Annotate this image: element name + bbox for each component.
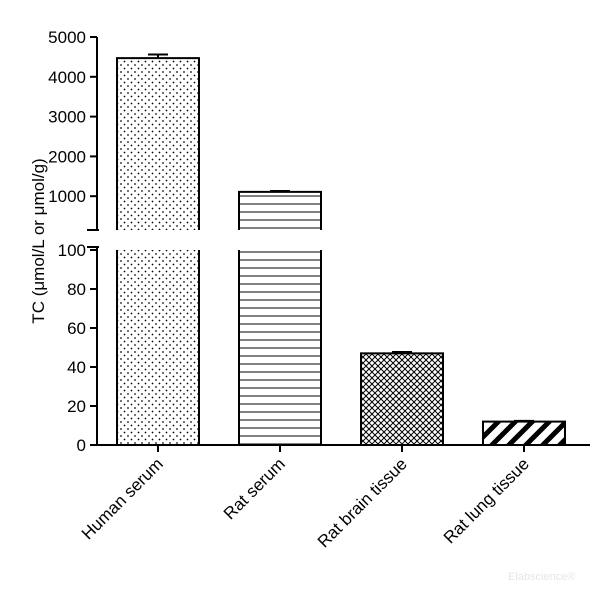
y-ticks: 0 20 40 60 80 100 1000 2000 3000 4000 5000	[48, 28, 97, 455]
y-tick-label: 5000	[48, 28, 86, 47]
bars	[116, 53, 566, 447]
y-tick-label: 3000	[48, 108, 86, 127]
bar-0-lower	[117, 250, 199, 445]
category-label: Rat brain tissue	[314, 454, 411, 551]
bar-0-upper	[117, 58, 199, 231]
category-label: Rat lung tissue	[440, 454, 533, 547]
y-tick-label: 4000	[48, 68, 86, 87]
y-tick-label: 80	[67, 280, 86, 299]
y-tick-label: 20	[67, 397, 86, 416]
y-tick-label: 1000	[48, 187, 86, 206]
y-axis-label: TC (μmol/L or μmol/g)	[29, 158, 48, 323]
category-label: Rat serum	[220, 454, 289, 523]
y-tick-label: 0	[77, 436, 86, 455]
bar-2	[360, 352, 444, 447]
y-tick-label: 60	[67, 319, 86, 338]
y-tick-label: 40	[67, 358, 86, 377]
y-tick-label: 100	[58, 241, 86, 260]
bar-1-upper	[239, 191, 321, 230]
y-tick-label: 2000	[48, 147, 86, 166]
x-categories: Human serum Rat serum Rat brain tissue Rat …	[78, 445, 533, 551]
category-label: Human serum	[78, 454, 167, 543]
watermark-logo: Elabscience®	[508, 571, 575, 583]
bar-3	[482, 420, 566, 447]
bar-1-lower	[239, 250, 321, 445]
